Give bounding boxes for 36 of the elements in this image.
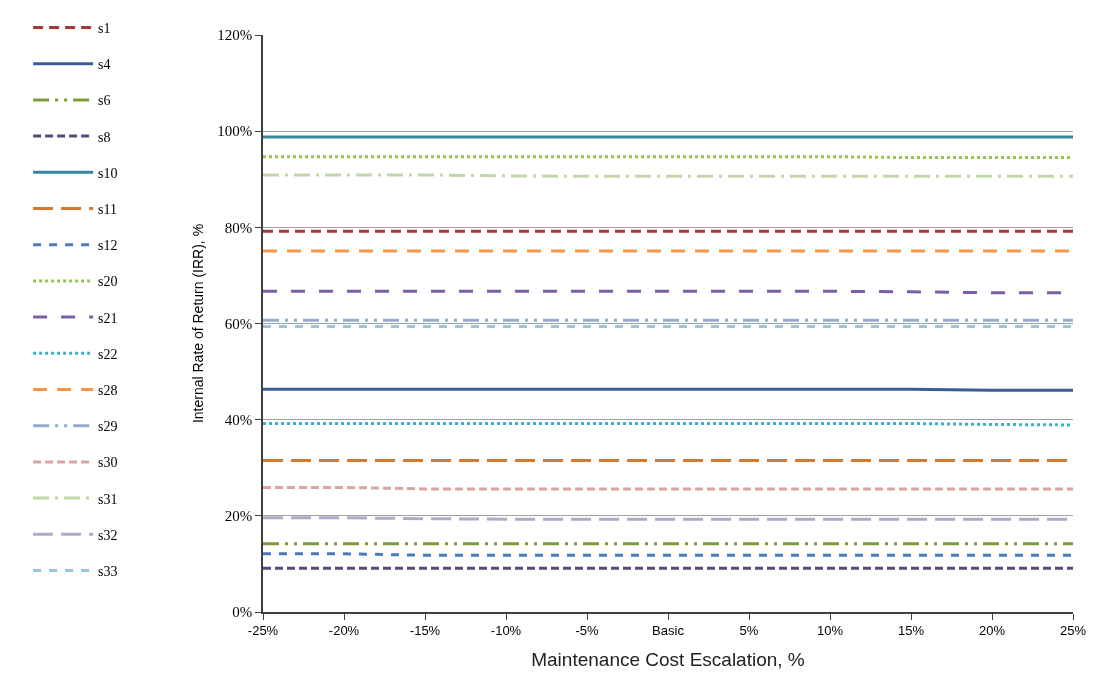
x-tick-label: 15%	[897, 623, 925, 639]
legend-label: s4	[98, 57, 111, 73]
x-tick-label: -5%	[575, 623, 599, 639]
x-tick-label: 25%	[1059, 623, 1087, 639]
x-tick-label: 20%	[978, 623, 1006, 639]
x-tick-label: 10%	[816, 623, 844, 639]
legend-label: s29	[98, 419, 118, 435]
legend-label: s31	[98, 491, 118, 507]
legend-label: s8	[98, 129, 111, 145]
legend-label: s22	[98, 346, 118, 362]
legend-label: s11	[98, 201, 118, 217]
legend-label: s6	[98, 93, 111, 109]
y-tick-label: 100%	[217, 123, 253, 140]
x-tick-label: Basic	[652, 623, 685, 639]
legend-label: s32	[98, 527, 118, 543]
legend-label: s30	[98, 455, 118, 471]
y-tick-label: 20%	[224, 508, 253, 525]
y-tick-label: 80%	[224, 219, 253, 236]
y-tick-label: 120%	[217, 27, 253, 44]
y-axis-title: Internal Rate of Return (IRR), %	[190, 223, 207, 424]
x-tick-label: -25%	[247, 623, 279, 639]
x-tick-label: -10%	[490, 623, 522, 639]
x-tick-label: -15%	[409, 623, 441, 639]
x-tick-label: -20%	[328, 623, 360, 639]
legend-label: s33	[98, 563, 118, 579]
legend-label: s20	[98, 274, 118, 290]
y-tick-label: 0%	[232, 604, 253, 621]
x-tick-label: 5%	[739, 623, 759, 639]
legend-label: s10	[98, 165, 118, 181]
y-tick-label: 40%	[224, 411, 253, 428]
legend-label: s1	[98, 20, 111, 36]
y-tick-label: 60%	[224, 315, 253, 332]
legend-label: s21	[98, 310, 118, 326]
x-axis-title: Maintenance Cost Escalation, %	[531, 648, 805, 670]
legend-label: s12	[98, 238, 118, 254]
legend-label: s28	[98, 382, 118, 398]
